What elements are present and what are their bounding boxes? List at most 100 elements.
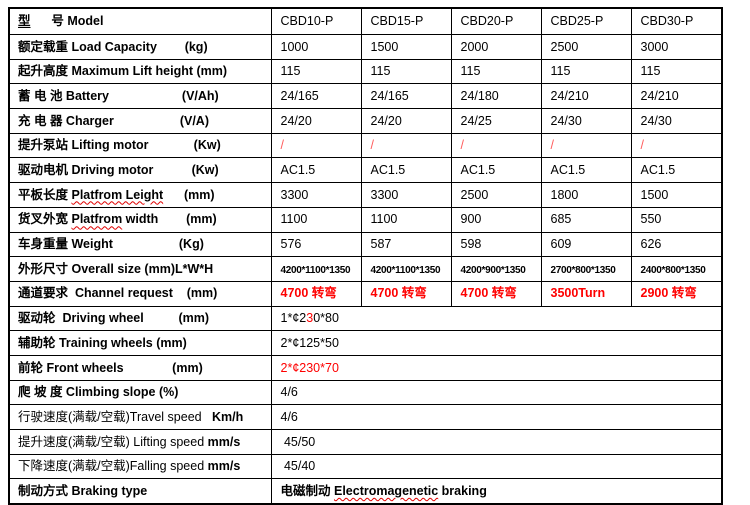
- row-braking-type: 制动方式 Braking type 电磁制动 Electromagenetic b…: [8, 478, 723, 505]
- driving-motor-value-CBD25-P: AC1.5: [540, 157, 632, 184]
- front-wheels-value: 2*¢230*70: [270, 354, 723, 381]
- platform-length-value-CBD10-P: 3300: [270, 182, 362, 208]
- load-capacity-value-CBD20-P: 2000: [450, 34, 542, 60]
- row-channel-request: 通道要求 Channel request (mm) 4700 转弯 4700 转弯 4…: [8, 280, 723, 307]
- platform-length-label: 平板长度 Platfrom Leight (mm): [8, 182, 272, 208]
- channel-request-value-CBD30-P: 2900 转弯: [630, 280, 723, 307]
- spec-sheet: 型 号 Model CBD10-P CBD15-P CBD20-P CBD25-P CBD…: [8, 7, 723, 505]
- model-value-CBD10-P: CBD10-P: [270, 7, 362, 35]
- row-front-wheels: 前轮 Front wheels (mm) 2*¢230*70: [8, 354, 723, 381]
- climbing-slope-value: 4/6: [270, 379, 723, 406]
- model-value-CBD25-P: CBD25-P: [540, 7, 632, 35]
- driving-motor-value-CBD10-P: AC1.5: [270, 157, 362, 184]
- lift-height-value-CBD25-P: 115: [540, 58, 632, 85]
- lifting-speed-value: 45/50: [270, 429, 723, 455]
- lifting-motor-value-CBD20-P: /: [450, 132, 542, 159]
- lift-height-value-CBD10-P: 115: [270, 58, 362, 85]
- load-capacity-label: 额定载重 Load Capacity (kg): [8, 34, 272, 60]
- driving-motor-value-CBD30-P: AC1.5: [630, 157, 723, 184]
- weight-value-CBD10-P: 576: [270, 231, 362, 258]
- row-lift-height: 起升高度 Maximum Lift height (mm) 115 115 115 11…: [8, 58, 723, 85]
- row-platform-length: 平板长度 Platfrom Leight (mm) 3300 3300 2500 180…: [8, 182, 723, 208]
- charger-label: 充 电 器 Charger (V/A): [8, 108, 272, 134]
- model-value-CBD15-P: CBD15-P: [360, 7, 452, 35]
- overall-size-value-CBD30-P: 2400*800*1350: [630, 256, 723, 282]
- channel-request-value-CBD15-P: 4700 转弯: [360, 280, 452, 307]
- platform-width-value-CBD30-P: 550: [630, 206, 723, 233]
- channel-request-value-CBD10-P: 4700 转弯: [270, 280, 362, 307]
- load-capacity-value-CBD10-P: 1000: [270, 34, 362, 60]
- battery-value-CBD20-P: 24/180: [450, 83, 542, 110]
- driving-motor-label: 驱动电机 Driving motor (Kw): [8, 157, 272, 184]
- row-platform-width: 货叉外宽 Platfrom width (mm) 1100 1100 900 685 55…: [8, 206, 723, 233]
- platform-length-value-CBD15-P: 3300: [360, 182, 452, 208]
- platform-length-value-CBD30-P: 1500: [630, 182, 723, 208]
- overall-size-value-CBD20-P: 4200*900*1350: [450, 256, 542, 282]
- load-capacity-value-CBD15-P: 1500: [360, 34, 452, 60]
- battery-label: 蓄 电 池 Battery (V/Ah): [8, 83, 272, 110]
- travel-speed-label: 行驶速度(满载/空载)Travel speed Km/h: [8, 404, 272, 430]
- battery-value-CBD30-P: 24/210: [630, 83, 723, 110]
- battery-value-CBD15-P: 24/165: [360, 83, 452, 110]
- model-value-CBD20-P: CBD20-P: [450, 7, 542, 35]
- charger-value-CBD20-P: 24/25: [450, 108, 542, 134]
- row-load-capacity: 额定载重 Load Capacity (kg) 1000 1500 2000 2500 3…: [8, 34, 723, 60]
- charger-value-CBD25-P: 24/30: [540, 108, 632, 134]
- weight-value-CBD20-P: 598: [450, 231, 542, 258]
- lifting-motor-label: 提升泵站 Lifting motor (Kw): [8, 132, 272, 159]
- climbing-slope-label: 爬 坡 度 Climbing slope (%): [8, 379, 272, 406]
- charger-value-CBD30-P: 24/30: [630, 108, 723, 134]
- driving-wheel-value: 1*¢230*80: [270, 305, 723, 332]
- channel-request-value-CBD20-P: 4700 转弯: [450, 280, 542, 307]
- platform-length-value-CBD20-P: 2500: [450, 182, 542, 208]
- driving-motor-value-CBD20-P: AC1.5: [450, 157, 542, 184]
- load-capacity-value-CBD25-P: 2500: [540, 34, 632, 60]
- charger-value-CBD15-P: 24/20: [360, 108, 452, 134]
- falling-speed-label: 下降速度(满载/空载)Falling speed mm/s: [8, 453, 272, 480]
- weight-value-CBD30-P: 626: [630, 231, 723, 258]
- battery-value-CBD25-P: 24/210: [540, 83, 632, 110]
- front-wheels-label: 前轮 Front wheels (mm): [8, 354, 272, 381]
- row-battery: 蓄 电 池 Battery (V/Ah) 24/165 24/165 24/180 24…: [8, 83, 723, 110]
- lifting-speed-label: 提升速度(满载/空载) Lifting speed mm/s: [8, 429, 272, 455]
- weight-value-CBD15-P: 587: [360, 231, 452, 258]
- model-value-CBD30-P: CBD30-P: [630, 7, 723, 35]
- overall-size-label: 外形尺寸 Overall size (mm)L*W*H: [8, 256, 272, 282]
- battery-value-CBD10-P: 24/165: [270, 83, 362, 110]
- lifting-motor-value-CBD30-P: /: [630, 132, 723, 159]
- braking-type-label: 制动方式 Braking type: [8, 478, 272, 505]
- platform-length-value-CBD25-P: 1800: [540, 182, 632, 208]
- row-weight: 车身重量 Weight (Kg) 576 587 598 609 626: [8, 231, 723, 258]
- row-climbing-slope: 爬 坡 度 Climbing slope (%) 4/6: [8, 379, 723, 406]
- overall-size-value-CBD10-P: 4200*1100*1350: [270, 256, 362, 282]
- spec-table-body: 型 号 Model CBD10-P CBD15-P CBD20-P CBD25-P CBD…: [8, 7, 723, 505]
- platform-width-value-CBD25-P: 685: [540, 206, 632, 233]
- spec-table: 型 号 Model CBD10-P CBD15-P CBD20-P CBD25-P CBD…: [8, 7, 723, 505]
- lift-height-value-CBD15-P: 115: [360, 58, 452, 85]
- charger-value-CBD10-P: 24/20: [270, 108, 362, 134]
- lifting-motor-value-CBD25-P: /: [540, 132, 632, 159]
- model-label: 型 号 Model: [8, 7, 272, 35]
- channel-request-label: 通道要求 Channel request (mm): [8, 280, 272, 307]
- driving-motor-value-CBD15-P: AC1.5: [360, 157, 452, 184]
- braking-type-value: 电磁制动 Electromagenetic braking: [270, 478, 723, 505]
- weight-label: 车身重量 Weight (Kg): [8, 231, 272, 258]
- lift-height-value-CBD30-P: 115: [630, 58, 723, 85]
- lifting-motor-value-CBD10-P: /: [270, 132, 362, 159]
- falling-speed-value: 45/40: [270, 453, 723, 480]
- weight-value-CBD25-P: 609: [540, 231, 632, 258]
- platform-width-value-CBD10-P: 1100: [270, 206, 362, 233]
- travel-speed-value: 4/6: [270, 404, 723, 430]
- row-overall-size: 外形尺寸 Overall size (mm)L*W*H 4200*1100*135…: [8, 256, 723, 282]
- row-charger: 充 电 器 Charger (V/A) 24/20 24/20 24/25 24/30 2…: [8, 108, 723, 134]
- driving-wheel-label: 驱动轮 Driving wheel (mm): [8, 305, 272, 332]
- row-falling-speed: 下降速度(满载/空载)Falling speed mm/s 45/40: [8, 453, 723, 480]
- platform-width-value-CBD20-P: 900: [450, 206, 542, 233]
- training-wheels-label: 辅助轮 Training wheels (mm): [8, 330, 272, 356]
- row-lifting-speed: 提升速度(满载/空载) Lifting speed mm/s 45/50: [8, 429, 723, 455]
- training-wheels-value: 2*¢125*50: [270, 330, 723, 356]
- lift-height-label: 起升高度 Maximum Lift height (mm): [8, 58, 272, 85]
- platform-width-label: 货叉外宽 Platfrom width (mm): [8, 206, 272, 233]
- platform-width-value-CBD15-P: 1100: [360, 206, 452, 233]
- load-capacity-value-CBD30-P: 3000: [630, 34, 723, 60]
